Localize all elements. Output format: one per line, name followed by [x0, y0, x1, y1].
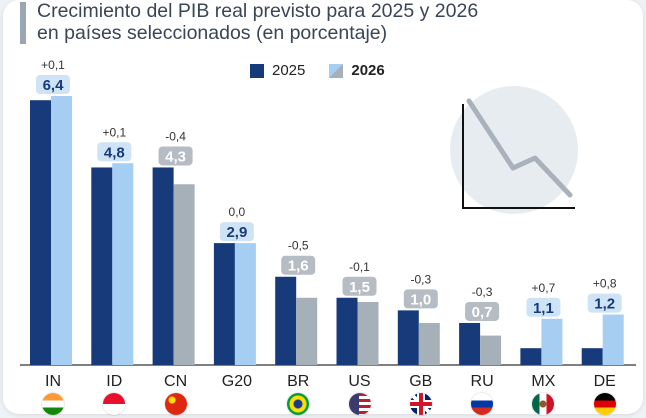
legend-swatch-2025	[250, 63, 264, 78]
flag-indonesia-icon	[103, 393, 126, 415]
value-label-box-G20	[219, 222, 254, 242]
category-label-DE: DE	[594, 373, 616, 390]
bar-2026-US	[357, 301, 379, 365]
bar-2025-G20	[213, 243, 235, 365]
bar-2026-BR	[296, 297, 318, 365]
change-label-G20: 0,0	[229, 205, 246, 219]
chart-legend: 2025 2026	[250, 62, 409, 79]
change-label-US: -0,1	[349, 260, 370, 274]
value-label-BR: 1,6	[288, 258, 309, 275]
bar-2026-ID	[112, 163, 134, 365]
flag-russia-icon	[471, 393, 494, 415]
flag-india-icon	[42, 393, 64, 415]
change-label-RU: -0,3	[472, 285, 493, 299]
title-accent-bar	[20, 2, 26, 44]
chart-title: Crecimiento del PIB real previsto para 2…	[37, 0, 478, 44]
flag-uk-icon	[409, 393, 432, 415]
legend-label-2025: 2025	[272, 62, 306, 79]
bar-2026-G20	[234, 243, 256, 365]
value-label-box-GB	[403, 289, 438, 309]
value-label-box-ID	[97, 142, 132, 162]
bar-2026-CN	[173, 184, 195, 365]
bar-2025-MX	[520, 348, 542, 365]
bar-2025-ID	[91, 167, 113, 365]
flag-usa-icon	[348, 393, 371, 415]
bar-2026-MX	[541, 318, 563, 365]
value-label-box-CN	[158, 146, 193, 166]
legend-item-2026: 2026	[329, 62, 385, 79]
change-label-IN: +0,1	[41, 58, 65, 72]
bar-2026-GB	[418, 322, 440, 365]
value-label-DE: 1,2	[594, 296, 615, 313]
value-label-box-DE	[587, 293, 622, 313]
chart-title-line1: Crecimiento del PIB real previsto para 2…	[37, 0, 479, 22]
value-label-IN: 6,4	[43, 77, 65, 94]
change-label-ID: +0,1	[102, 125, 126, 139]
flag-brazil-icon	[287, 393, 310, 415]
bar-2025-RU	[459, 322, 481, 365]
change-label-MX: +0,7	[532, 281, 556, 295]
value-label-box-BR	[281, 255, 316, 275]
category-label-MX: MX	[531, 373, 555, 390]
legend-label-2026: 2026	[351, 62, 385, 79]
change-label-BR: -0,5	[288, 239, 309, 253]
bar-2026-DE	[602, 314, 624, 365]
category-label-G20: G20	[222, 373, 252, 390]
decor-declining-line-icon	[466, 98, 573, 198]
value-label-box-US	[342, 276, 377, 296]
bar-2025-GB	[397, 310, 419, 365]
change-label-DE: +0,8	[593, 277, 617, 291]
category-label-IN: IN	[45, 373, 61, 390]
bar-2025-BR	[275, 276, 297, 365]
value-label-box-MX	[526, 297, 561, 317]
bar-2026-RU	[480, 335, 502, 365]
value-label-RU: 0,7	[472, 304, 493, 321]
change-label-GB: -0,3	[410, 272, 431, 286]
bar-2025-US	[336, 297, 358, 365]
legend-item-2025: 2025	[250, 62, 305, 79]
legend-swatch-2026	[329, 63, 344, 78]
category-label-RU: RU	[471, 373, 494, 390]
change-label-CN: -0,4	[165, 129, 186, 143]
flag-mexico-icon	[532, 393, 555, 415]
category-label-CN: CN	[164, 373, 187, 390]
bar-2025-DE	[581, 348, 603, 365]
category-label-BR: BR	[287, 373, 309, 390]
value-label-MX: 1,1	[533, 300, 554, 317]
value-label-box-IN	[36, 75, 70, 95]
bar-2025-CN	[152, 167, 174, 365]
value-label-GB: 1,0	[410, 291, 431, 308]
category-label-US: US	[348, 373, 370, 390]
flag-china-icon	[164, 393, 187, 415]
value-label-G20: 2,9	[226, 224, 247, 241]
bar-2025-IN	[30, 100, 51, 365]
bar-2026-IN	[51, 96, 72, 365]
chart-title-line2: en países seleccionados (en porcentaje)	[37, 22, 388, 44]
value-label-US: 1,5	[349, 279, 370, 296]
value-label-ID: 4,8	[104, 144, 125, 161]
flag-germany-icon	[593, 393, 616, 415]
category-label-GB: GB	[409, 373, 432, 390]
category-label-ID: ID	[106, 373, 122, 390]
value-label-CN: 4,3	[165, 148, 186, 165]
value-label-box-RU	[465, 301, 500, 321]
decor-axes-icon	[462, 104, 575, 209]
